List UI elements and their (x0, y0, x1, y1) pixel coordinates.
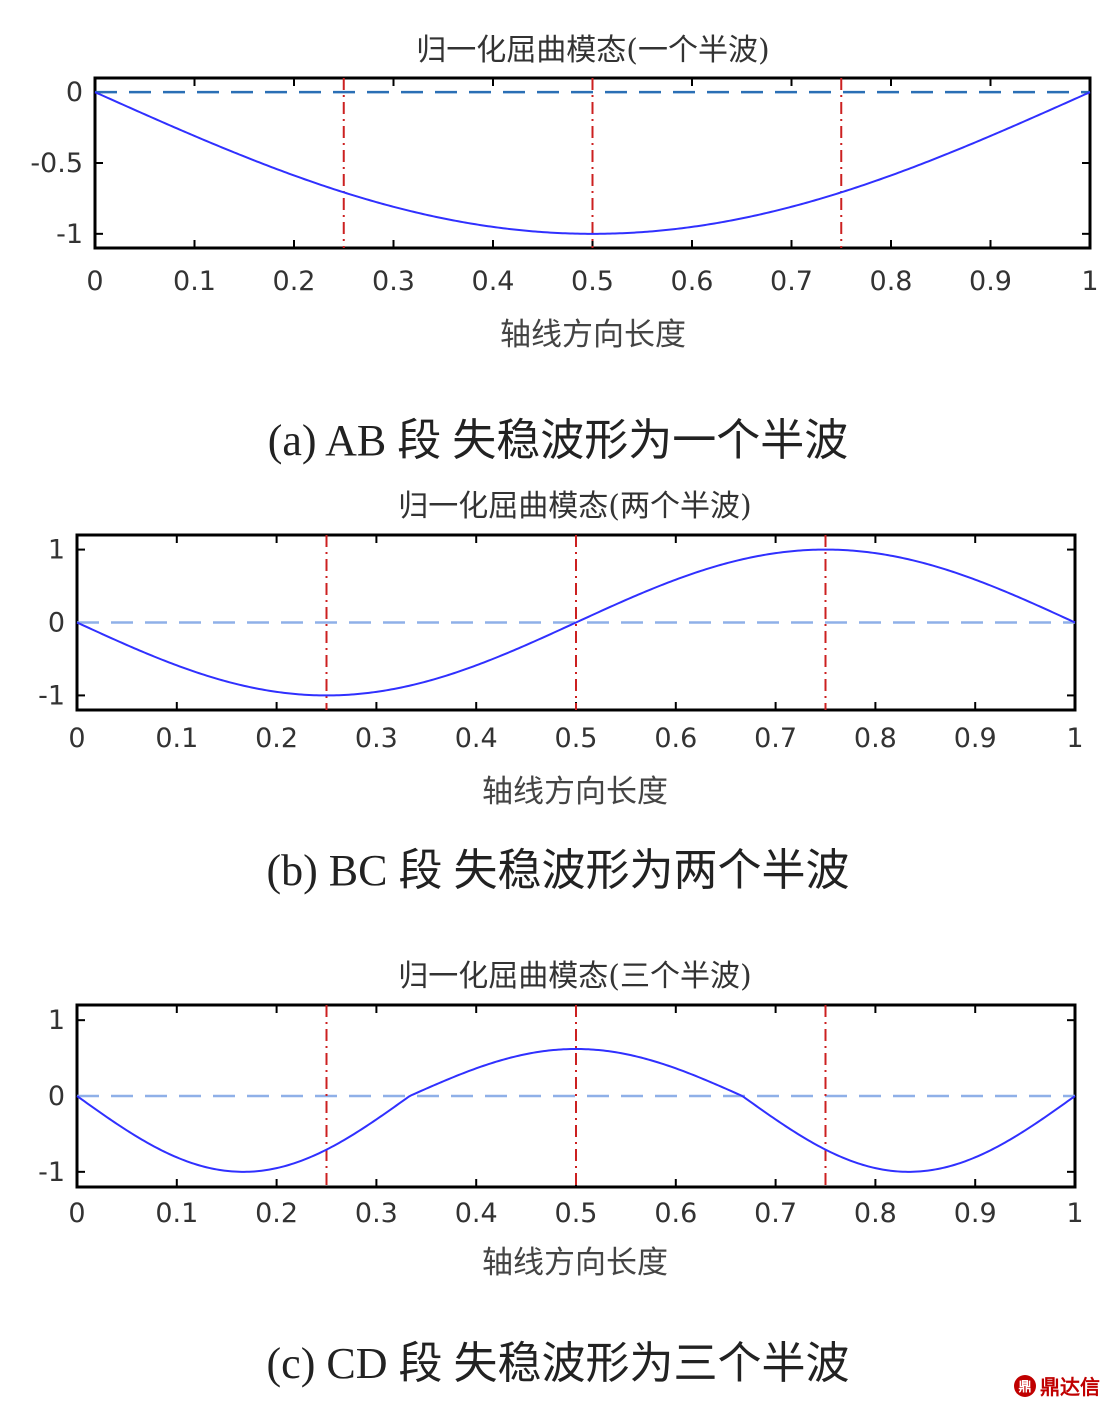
x-tick-label: 0.7 (754, 723, 797, 754)
x-tick-label: 0.3 (355, 1198, 398, 1229)
x-tick-label: 0.5 (555, 723, 598, 754)
caption-b: (b) BC 段 失稳波形为两个半波 (267, 846, 850, 895)
y-tick-label: -1 (38, 1157, 65, 1188)
y-tick-label: 0 (66, 77, 83, 108)
x-tick-label: 0.8 (854, 1198, 897, 1229)
x-tick-label: 0.4 (472, 266, 515, 297)
y-tick-label: 1 (48, 1005, 65, 1036)
x-tick-label: 0.9 (954, 723, 997, 754)
y-tick-label: -0.5 (30, 148, 83, 179)
caption-c: (c) CD 段 失稳波形为三个半波 (267, 1339, 850, 1388)
x-tick-label: 0.7 (754, 1198, 797, 1229)
x-tick-label: 0.3 (355, 723, 398, 754)
x-tick-label: 0.7 (770, 266, 813, 297)
x-tick-label: 0.3 (372, 266, 415, 297)
y-tick-label: 0 (48, 1081, 65, 1112)
x-tick-label: 0.1 (155, 723, 198, 754)
x-axis-label-c: 轴线方向长度 (482, 1245, 668, 1281)
x-tick-label: 0.9 (954, 1198, 997, 1229)
x-tick-label: 0.8 (870, 266, 913, 297)
x-tick-label: 0.8 (854, 723, 897, 754)
x-tick-label: 0.2 (273, 266, 316, 297)
plot-area-c: 0 0.1 0.2 0.3 0.4 0.5 0.6 0.7 0.8 0.9 110-1 (38, 1003, 1084, 1229)
x-tick-label: 0.2 (255, 723, 298, 754)
x-tick-label: 0.9 (969, 266, 1012, 297)
x-tick-label: 0.5 (555, 1198, 598, 1229)
x-tick-label: 0 (68, 723, 85, 754)
chart-title-a: 归一化屈曲模态(一个半波) (416, 33, 769, 68)
x-tick-label: 0.4 (455, 1198, 498, 1229)
plot-area-a: 0 0.1 0.2 0.3 0.4 0.5 0.6 0.7 0.8 0.9 1 0 -0.5 -1 (30, 76, 1099, 297)
x-tick-label: 0 (86, 266, 103, 297)
chart-title-b: 归一化屈曲模态(两个半波) (398, 489, 751, 524)
x-axis-label-b: 轴线方向长度 (482, 774, 668, 810)
mode-shape-curve (76, 548, 1076, 697)
panel-b: 归一化屈曲模态(两个半波) 0 0.1 0.2 0.3 0.4 0.5 0.6 0.7 0.8 0… (38, 489, 1084, 895)
x-tick-label: 0.1 (155, 1198, 198, 1229)
x-tick-label: 0.2 (255, 1198, 298, 1229)
y-tick-label: -1 (38, 680, 65, 711)
y-tick-label: -1 (56, 219, 83, 250)
chart-title-c: 归一化屈曲模态(三个半波) (398, 959, 751, 994)
x-tick-label: 0 (68, 1198, 85, 1229)
y-tick-label: 1 (48, 535, 65, 566)
mode-shape-curve (94, 91, 1091, 235)
logo-icon: 鼎 (1014, 1374, 1036, 1397)
x-tick-label: 0.6 (671, 266, 714, 297)
x-tick-label: 1 (1081, 266, 1098, 297)
y-tick-label: 0 (48, 608, 65, 639)
panel-a: 归一化屈曲模态(一个半波) 0 0.1 0.2 0.3 0.4 0.5 0.6 0.7 0.8 0… (30, 33, 1098, 465)
x-axis-label-a: 轴线方向长度 (500, 317, 686, 353)
watermark-text: 鼎达信 (1040, 1375, 1100, 1399)
x-tick-label: 1 (1066, 1198, 1083, 1229)
plot-area-b: 0 0.1 0.2 0.3 0.4 0.5 0.6 0.7 0.8 0.9 110-1 (38, 533, 1084, 754)
panel-c: 归一化屈曲模态(三个半波) 0 0.1 0.2 0.3 0.4 0.5 0.6 0.7 0.8 0… (38, 959, 1084, 1388)
mode-shape-curve (76, 1047, 1076, 1173)
watermark: 鼎 鼎达信 (1014, 1371, 1100, 1400)
x-tick-label: 0.5 (571, 266, 614, 297)
x-tick-label: 0.1 (173, 266, 216, 297)
x-tick-label: 0.6 (654, 723, 697, 754)
x-tick-label: 1 (1066, 723, 1083, 754)
caption-a: (a) AB 段 失稳波形为一个半波 (268, 416, 849, 465)
x-tick-label: 0.6 (654, 1198, 697, 1229)
x-tick-label: 0.4 (455, 723, 498, 754)
